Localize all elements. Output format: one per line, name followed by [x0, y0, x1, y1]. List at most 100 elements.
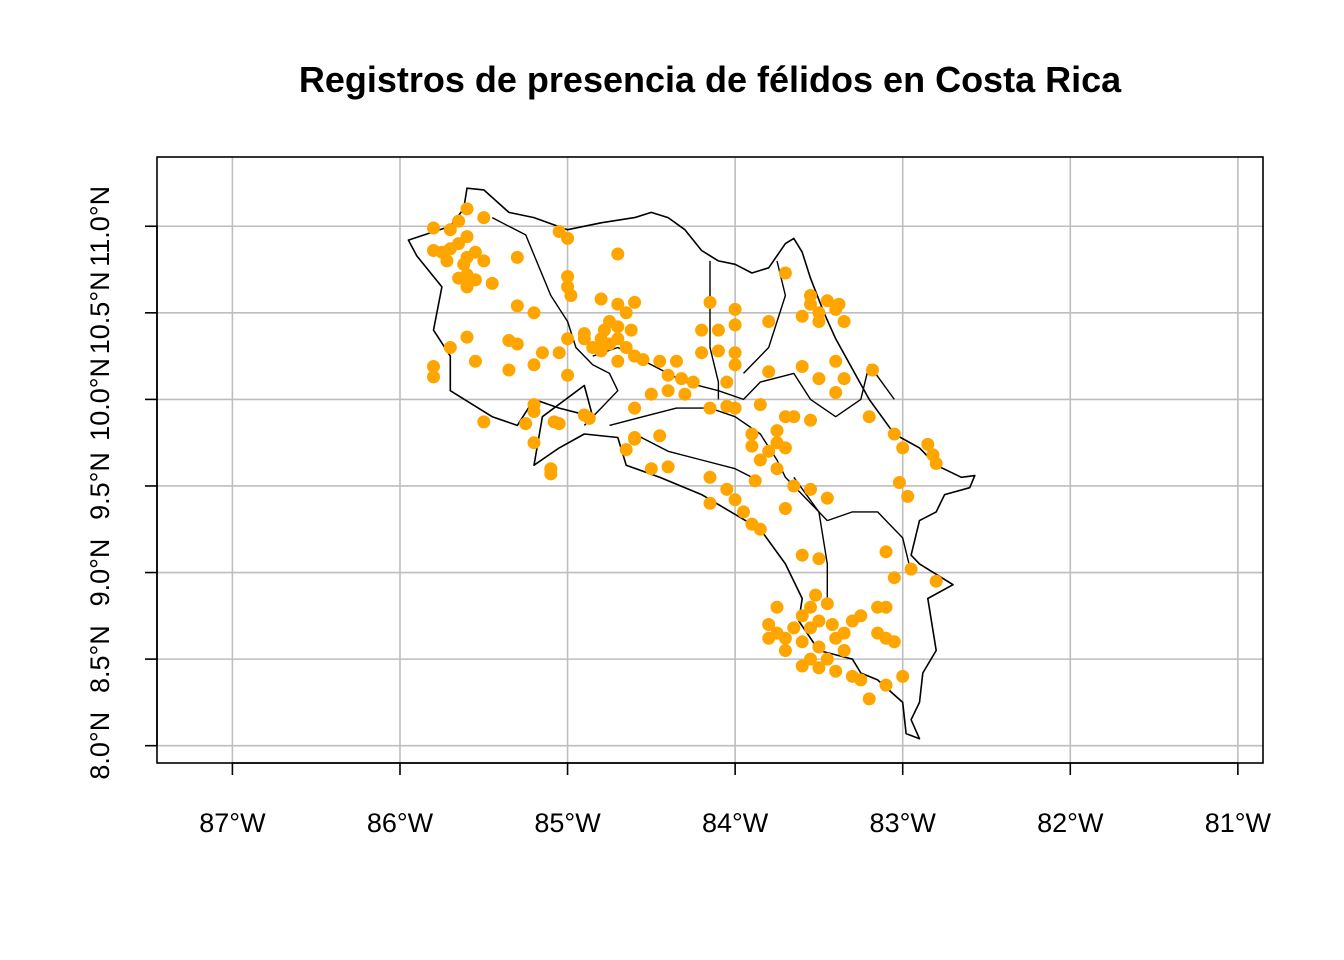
presence-point [892, 476, 906, 489]
presence-point [737, 505, 750, 519]
presence-point [661, 460, 675, 474]
presence-point [804, 621, 817, 635]
presence-point [879, 600, 893, 614]
presence-point [812, 372, 826, 386]
province-boundary-0 [491, 216, 619, 426]
presence-point [644, 387, 658, 401]
presence-point [720, 375, 734, 389]
presence-point [653, 429, 667, 443]
presence-point [628, 432, 642, 446]
presence-point [929, 574, 943, 588]
presence-point [887, 427, 901, 441]
presence-point [820, 652, 834, 666]
presence-point [644, 462, 658, 476]
presence-point [762, 618, 776, 631]
presence-point [837, 315, 851, 328]
presence-point [661, 368, 675, 382]
presence-point [594, 292, 608, 306]
presence-point [837, 644, 851, 657]
presence-point [624, 323, 638, 337]
presence-points [427, 202, 943, 706]
presence-point [675, 372, 688, 386]
presence-point [611, 354, 625, 368]
presence-point [879, 545, 893, 559]
presence-point [711, 344, 725, 358]
province-boundary-5 [827, 511, 912, 573]
graticule [157, 157, 1263, 763]
presence-point [427, 221, 440, 235]
presence-point [552, 346, 566, 360]
country-outline [407, 187, 976, 740]
presence-point [564, 289, 578, 302]
presence-point [812, 661, 826, 675]
presence-point [770, 462, 784, 476]
presence-point [896, 441, 910, 455]
presence-point [795, 548, 809, 562]
x-axis: 87°W 86°W 85°W 84°W 83°W 82°W 81°W [199, 762, 1272, 838]
presence-point [628, 295, 642, 309]
presence-point [703, 401, 717, 415]
x-tick-label: 81°W [1205, 808, 1272, 838]
presence-point [678, 387, 692, 401]
presence-point [837, 372, 851, 386]
presence-point [695, 346, 709, 360]
presence-point [770, 626, 784, 640]
x-tick-label: 83°W [870, 808, 937, 838]
y-tick-label: 9.0°N [85, 539, 115, 607]
presence-point [443, 242, 457, 256]
presence-point [770, 600, 784, 614]
presence-point [427, 360, 440, 373]
presence-point [561, 332, 575, 346]
province-boundary-6 [634, 433, 753, 478]
presence-point [812, 640, 826, 654]
presence-point [809, 588, 823, 602]
presence-point [929, 457, 943, 470]
presence-point [795, 609, 809, 623]
presence-point [728, 318, 742, 332]
presence-point [594, 344, 608, 358]
presence-point [795, 360, 809, 373]
presence-point [661, 384, 675, 398]
presence-point [653, 354, 667, 368]
presence-point [619, 443, 633, 457]
presence-point [510, 250, 524, 264]
y-tick-label: 8.5°N [85, 625, 115, 693]
province-boundary-4 [609, 407, 828, 522]
presence-point [778, 266, 792, 280]
presence-point [440, 254, 454, 268]
presence-point [829, 664, 843, 678]
presence-point [812, 315, 826, 328]
presence-point [582, 411, 596, 425]
presence-point [787, 621, 801, 635]
presence-point [561, 270, 575, 283]
presence-point [770, 424, 784, 438]
presence-point [552, 417, 566, 431]
presence-point [544, 467, 558, 481]
presence-point [519, 417, 533, 431]
presence-point [787, 479, 801, 493]
presence-point [561, 368, 575, 382]
presence-point [762, 315, 776, 328]
presence-point [477, 211, 491, 225]
y-tick-label: 10.0°N [85, 358, 115, 441]
presence-point [887, 571, 901, 585]
presence-point [460, 202, 474, 216]
presence-point [820, 491, 834, 505]
presence-point [427, 244, 440, 257]
presence-point [510, 299, 524, 313]
presence-point [443, 341, 457, 354]
province-boundaries [491, 216, 912, 599]
presence-point [921, 437, 935, 451]
presence-point [762, 444, 776, 458]
y-tick-label: 10.5°N [85, 271, 115, 354]
presence-point [866, 363, 879, 377]
y-axis: 8.0°N 8.5°N 9.0°N 9.5°N 10.0°N 10.5°N 11.0°N [85, 186, 158, 780]
presence-point [728, 493, 742, 507]
presence-point [829, 386, 843, 399]
y-tick-label: 8.0°N [85, 712, 115, 780]
presence-point [485, 276, 499, 290]
presence-point [778, 410, 792, 424]
presence-point [728, 358, 742, 372]
presence-point [887, 635, 901, 649]
